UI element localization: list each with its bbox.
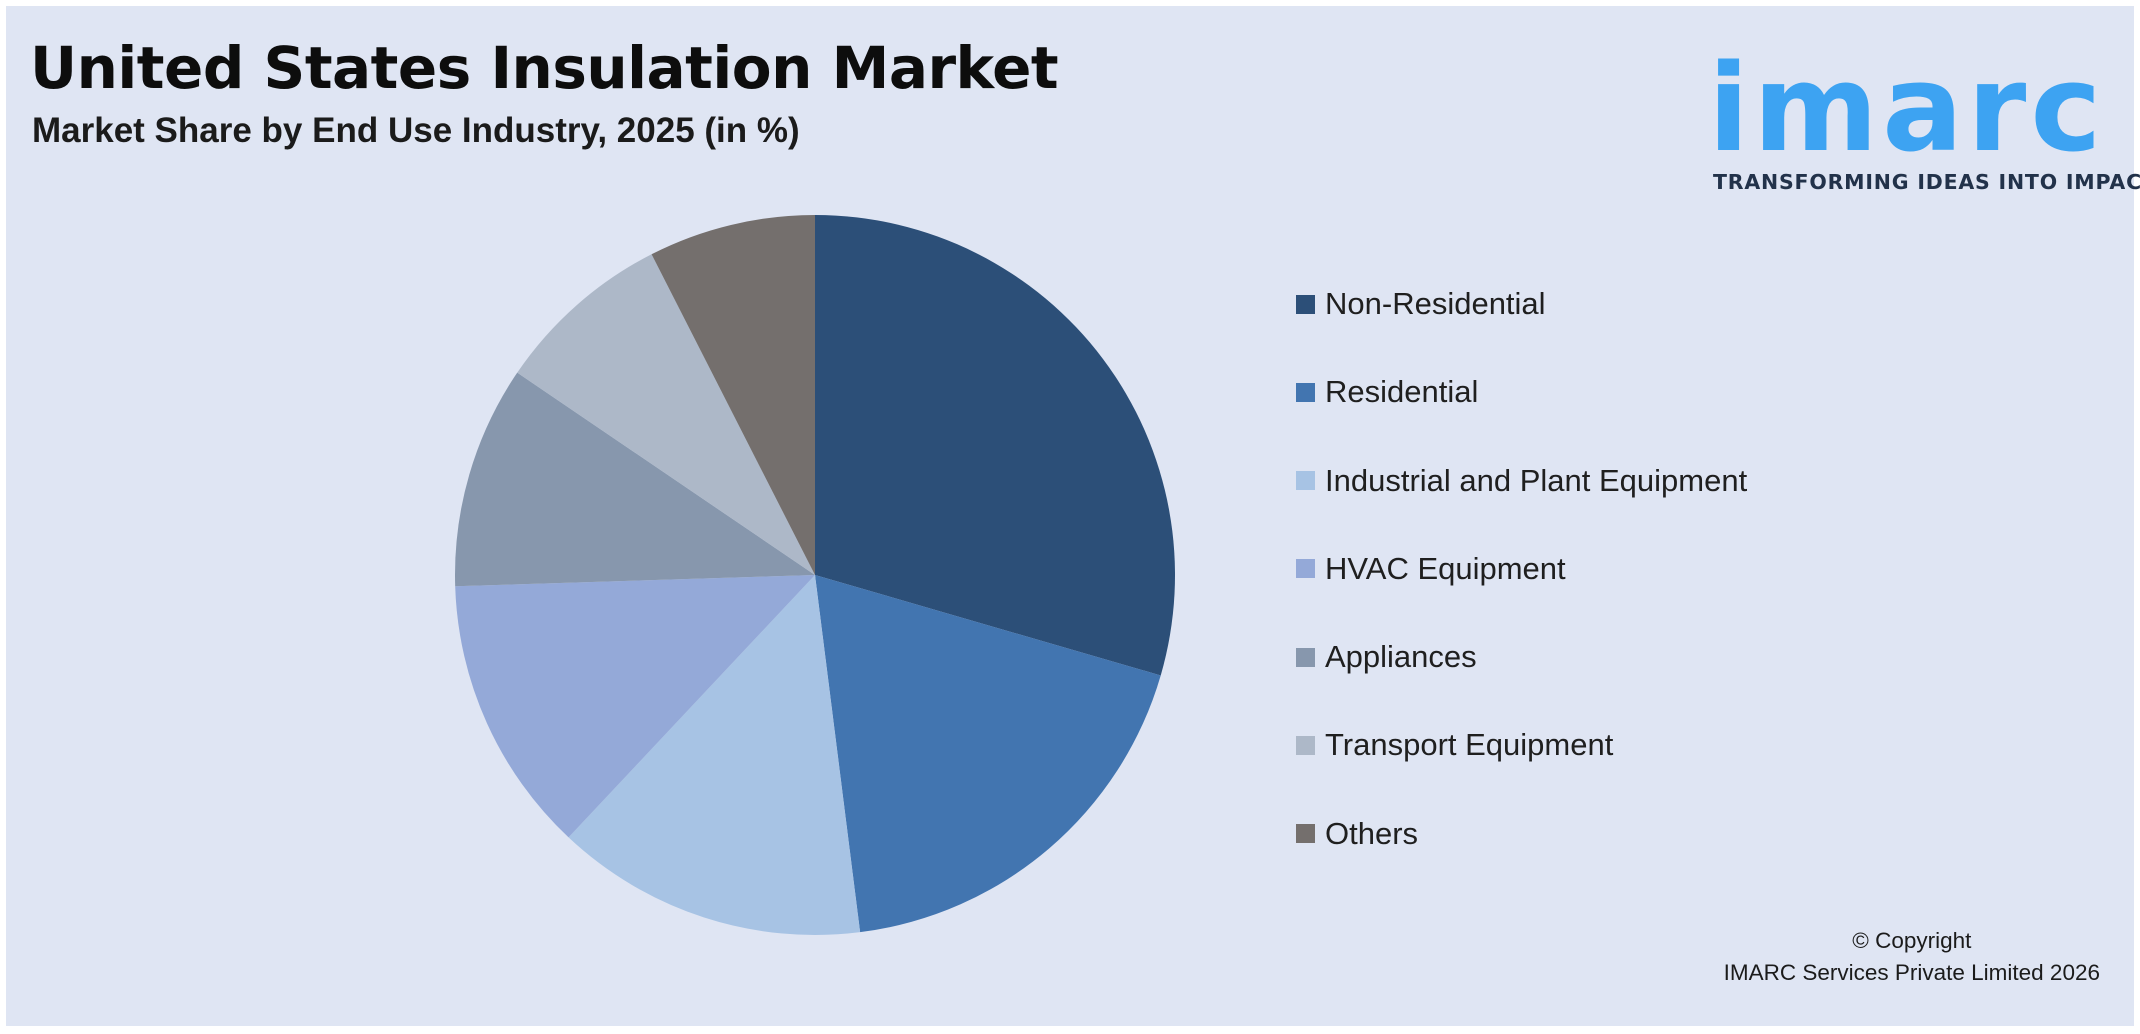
copyright-line-1: © Copyright (1852, 928, 1972, 953)
pie-slice-others (651, 215, 815, 575)
pie-slices (455, 214, 1176, 935)
pie-slice-non-residential (815, 214, 1176, 676)
legend-item: HVAC Equipment (1296, 547, 1747, 591)
chart-title: United States Insulation Market (30, 34, 1059, 102)
logo-tagline: TRANSFORMING IDEAS INTO IMPACT (1713, 170, 2140, 194)
legend-label: Non-Residential (1325, 286, 1546, 321)
pie-slice-transport-equipment (517, 254, 815, 576)
copyright-line-2: IMARC Services Private Limited 2026 (1723, 960, 2100, 985)
legend-item: Residential (1296, 370, 1747, 414)
legend-label: Residential (1325, 374, 1479, 410)
legend-label: Transport Equipment (1325, 727, 1614, 763)
legend-swatch (1296, 559, 1315, 579)
legend-label: Appliances (1325, 639, 1477, 675)
legend-item: Transport Equipment (1296, 723, 1747, 767)
legend-item: Industrial and Plant Equipment (1296, 459, 1747, 503)
legend-label: HVAC Equipment (1325, 550, 1566, 586)
legend-item: Non-Residential (1296, 282, 1747, 326)
legend-item: Others (1296, 812, 1747, 856)
logo-wordmark: imarc (1708, 40, 2106, 179)
pie-slice-hvac-equipment (455, 575, 815, 838)
chart-subtitle: Market Share by End Use Industry, 2025 (… (32, 111, 800, 150)
legend-swatch (1296, 471, 1315, 491)
imarc-logo: imarc TRANSFORMING IDEAS INTO IMPACT (1708, 20, 2140, 200)
pie-slice-residential (815, 575, 1161, 933)
pie-slice-industrial-and-plant-equipment (568, 575, 861, 935)
legend-swatch (1296, 382, 1315, 402)
legend-swatch (1296, 735, 1315, 755)
legend-swatch (1296, 824, 1315, 844)
legend-swatch (1296, 647, 1315, 667)
legend-swatch (1296, 294, 1315, 314)
legend-label: Industrial and Plant Equipment (1325, 462, 1748, 498)
pie-slice-appliances (455, 372, 815, 587)
legend-label: Others (1325, 815, 1419, 851)
copyright-notice: © Copyright IMARC Services Private Limit… (1724, 925, 2100, 989)
chart-legend: Non-Residential Residential Industrial and… (1296, 282, 1747, 900)
legend-item: Appliances (1296, 635, 1747, 679)
